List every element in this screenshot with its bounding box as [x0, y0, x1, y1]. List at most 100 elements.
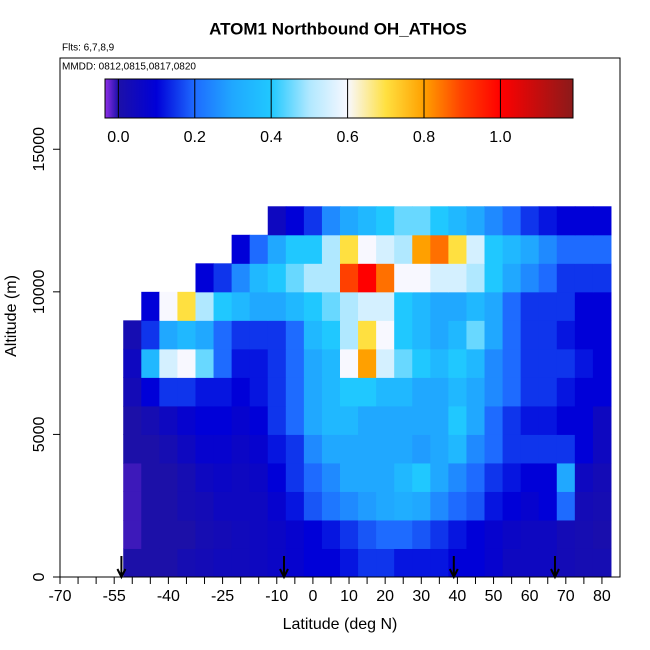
heat-cell — [159, 291, 178, 321]
heat-cell — [502, 291, 522, 321]
heat-cell — [592, 434, 612, 464]
heat-cell — [231, 263, 251, 293]
heat-cell — [267, 377, 287, 407]
heat-cell — [430, 263, 449, 293]
heat-cell — [574, 320, 594, 350]
heat-cell — [231, 405, 251, 435]
heat-cell — [231, 348, 251, 378]
heat-cell — [556, 377, 576, 407]
heat-cell — [376, 263, 395, 293]
heat-cell — [484, 434, 504, 464]
heat-cell — [430, 348, 449, 378]
heat-cell — [285, 348, 305, 378]
heat-cell — [484, 263, 504, 293]
heat-cell — [466, 377, 486, 407]
heat-cell — [592, 491, 612, 521]
heat-cell — [394, 291, 413, 321]
heat-cell — [159, 491, 178, 521]
heat-cell — [267, 291, 287, 321]
heat-cell — [430, 377, 449, 407]
heat-cell — [159, 519, 178, 549]
heat-cell — [484, 377, 504, 407]
heat-cell — [358, 405, 377, 435]
heat-cell — [502, 462, 522, 492]
heat-cell — [340, 320, 359, 350]
x-tick-label: -25 — [211, 588, 234, 605]
heat-cell — [141, 434, 160, 464]
heat-cell — [303, 320, 323, 350]
heat-cell — [303, 206, 323, 236]
heat-cell — [340, 434, 359, 464]
heat-cell — [159, 405, 178, 435]
heat-cell — [141, 462, 160, 492]
x-tick-label: 70 — [557, 588, 575, 605]
heat-cell — [466, 519, 486, 549]
x-tick-label: -55 — [103, 588, 126, 605]
heat-cell — [177, 548, 196, 578]
heat-cell — [412, 434, 431, 464]
heat-cell — [376, 434, 395, 464]
colorbar-tick-label: 0.2 — [184, 129, 206, 146]
heat-cell — [502, 263, 522, 293]
heat-cell — [520, 234, 540, 264]
heat-cell — [249, 548, 269, 578]
heat-cell — [412, 263, 431, 293]
heat-cell — [321, 234, 341, 264]
heat-cell — [574, 405, 594, 435]
heat-cell — [177, 491, 196, 521]
heat-cell — [249, 234, 269, 264]
heat-cell — [285, 206, 305, 236]
heat-cell — [358, 377, 377, 407]
heat-cell — [412, 234, 431, 264]
heat-cell — [394, 348, 413, 378]
heat-cell — [538, 434, 558, 464]
heat-cell — [484, 320, 504, 350]
heat-cell — [484, 234, 504, 264]
heat-cell — [520, 348, 540, 378]
heat-cell — [484, 519, 504, 549]
heat-cell — [448, 234, 467, 264]
heat-cell — [123, 491, 142, 521]
heat-cell — [231, 462, 251, 492]
heat-cell — [574, 348, 594, 378]
heat-cell — [448, 462, 467, 492]
heat-cell — [484, 206, 504, 236]
heat-cell — [159, 434, 178, 464]
heat-cell — [159, 462, 178, 492]
heat-cell — [267, 320, 287, 350]
heat-cell — [303, 519, 323, 549]
plot-frame — [59, 57, 621, 578]
heat-cell — [285, 491, 305, 521]
heat-cell — [520, 206, 540, 236]
colorbar-tick-label: 0.6 — [336, 129, 358, 146]
heat-cell — [267, 434, 287, 464]
heat-cell — [466, 491, 486, 521]
heat-cell — [592, 462, 612, 492]
x-tick-label: 10 — [340, 588, 358, 605]
heat-cell — [466, 434, 486, 464]
heat-cell — [141, 519, 160, 549]
y-tick-label: 0 — [31, 572, 48, 581]
heat-cell — [538, 348, 558, 378]
heat-cell — [177, 462, 196, 492]
heat-cell — [412, 519, 431, 549]
heat-cell — [466, 320, 486, 350]
heat-cell — [556, 491, 576, 521]
heat-cell — [556, 434, 576, 464]
heat-cell — [376, 519, 395, 549]
heat-cell — [430, 291, 449, 321]
heat-cell — [195, 377, 215, 407]
heat-cell — [592, 405, 612, 435]
heat-cell — [141, 548, 160, 578]
heat-cell — [556, 234, 576, 264]
heat-cell — [502, 234, 522, 264]
heat-cell — [520, 491, 540, 521]
heat-cell — [123, 320, 142, 350]
heat-cell — [303, 491, 323, 521]
heat-cell — [303, 548, 323, 578]
heat-cell — [141, 377, 160, 407]
heat-cell — [556, 462, 576, 492]
heat-cell — [321, 434, 341, 464]
heat-cell — [466, 234, 486, 264]
heat-cell — [430, 519, 449, 549]
